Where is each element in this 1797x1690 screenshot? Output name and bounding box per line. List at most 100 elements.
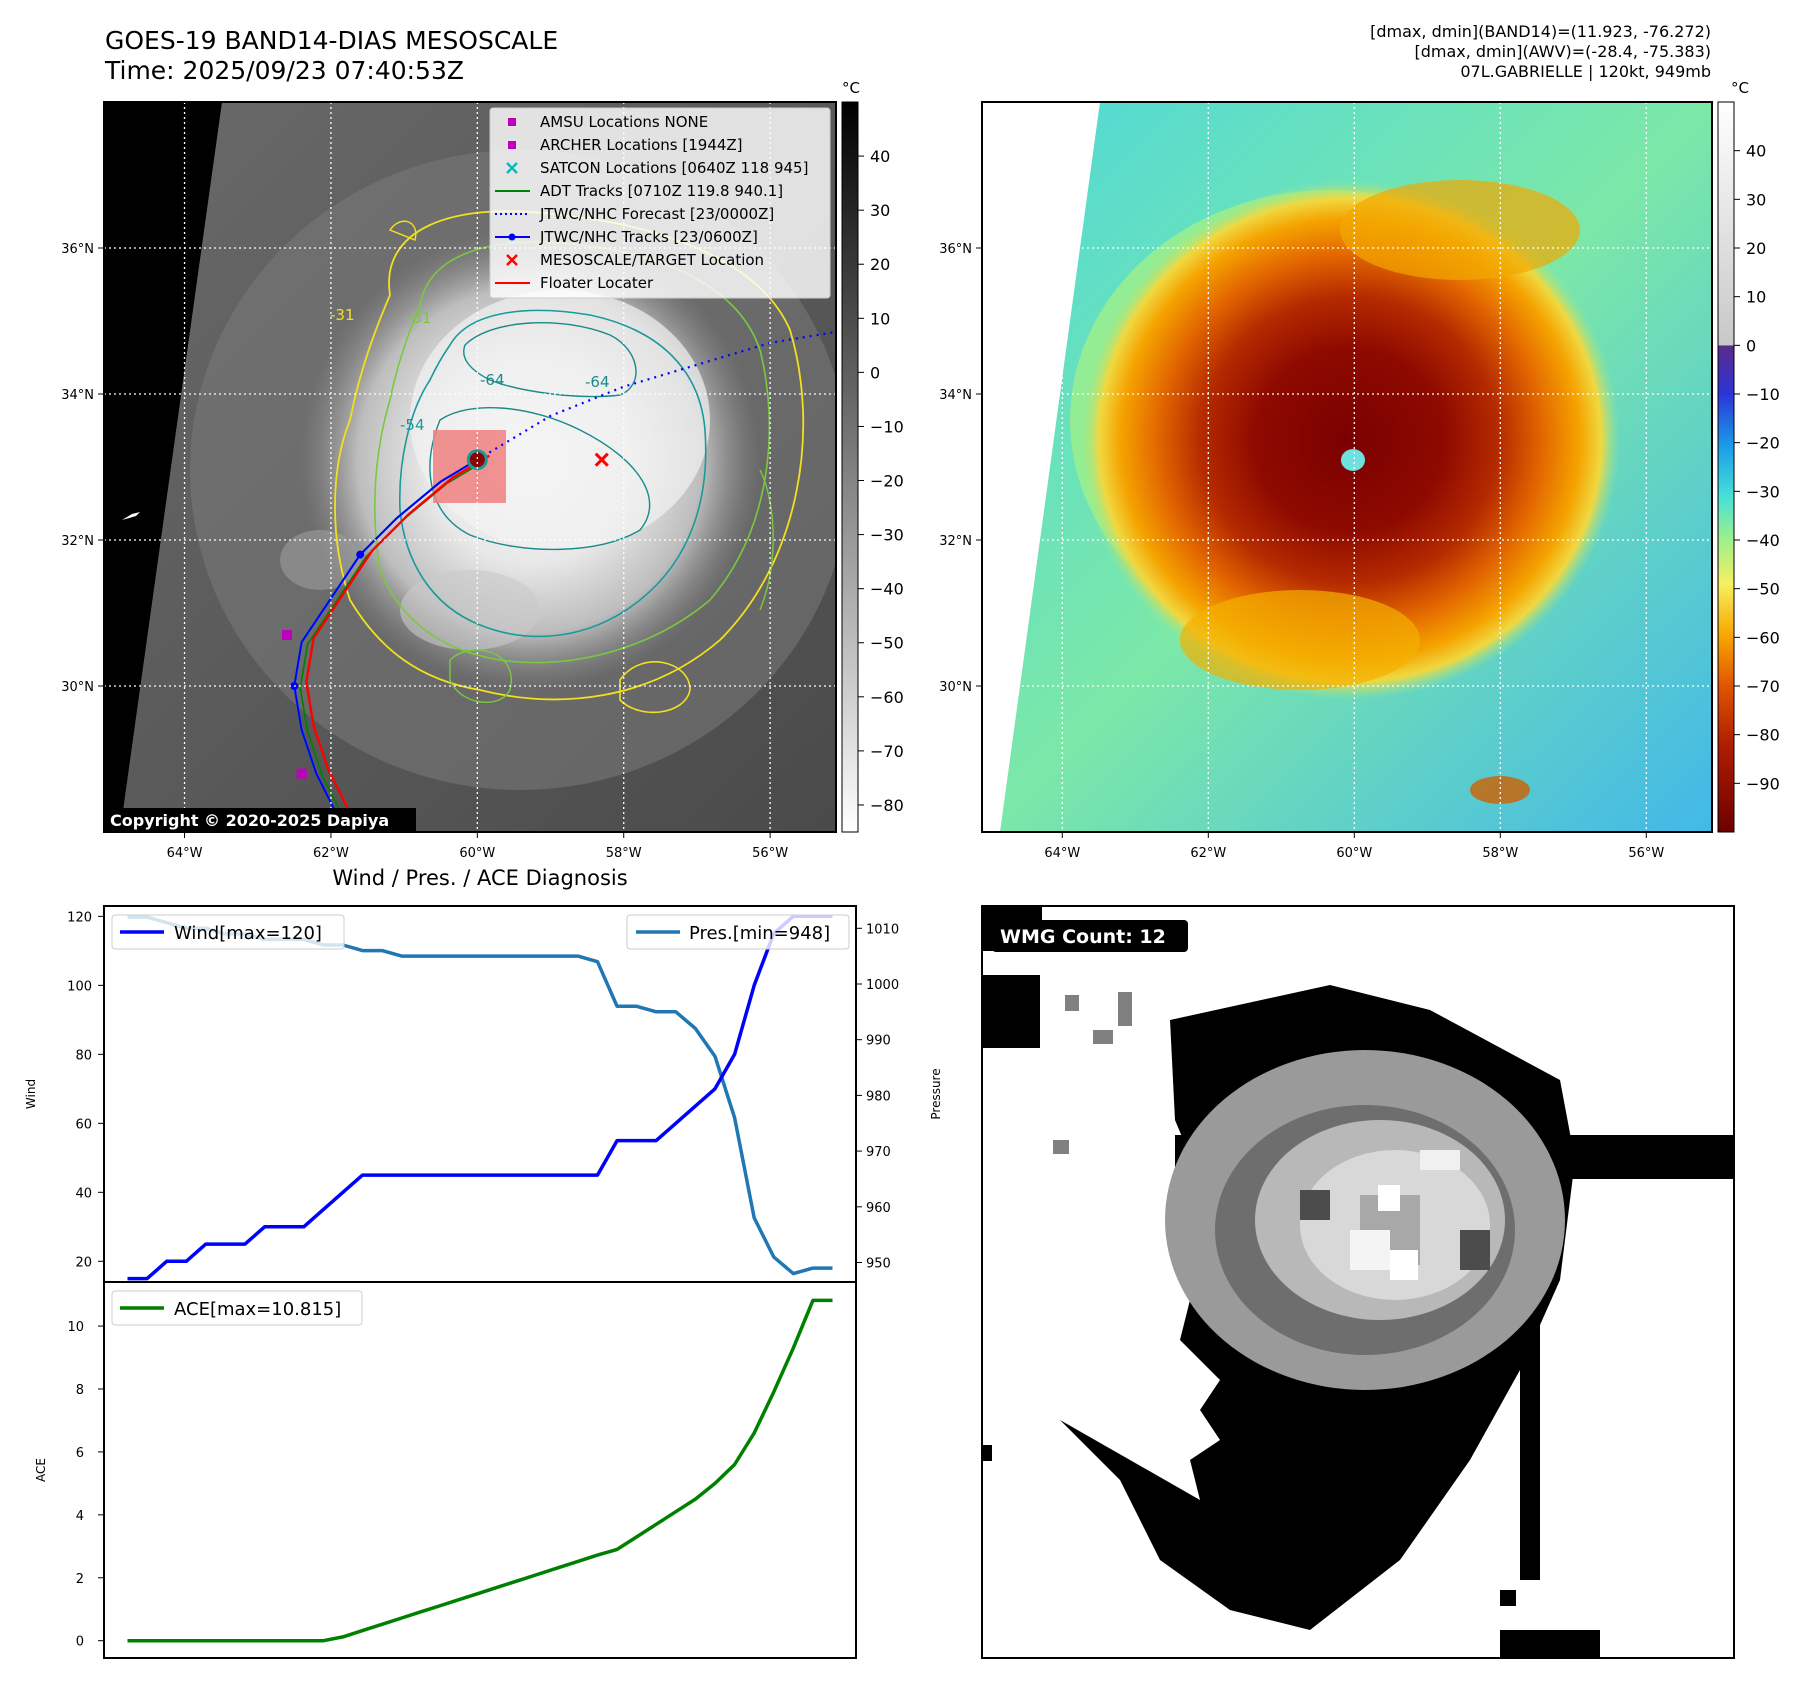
awv-gridlines bbox=[982, 102, 1712, 832]
ir-legend: AMSU Locations NONE ARCHER Locations [194… bbox=[489, 107, 831, 299]
colorbar-tick-label: 40 bbox=[1746, 142, 1766, 161]
legend-label: ADT Tracks [0710Z 119.8 940.1] bbox=[540, 182, 783, 200]
colorbar-tick-label: −30 bbox=[870, 526, 904, 545]
ir-track-overlays bbox=[282, 330, 836, 832]
wind-tick-label: 100 bbox=[67, 979, 92, 994]
ir-lat-tick-label: 36°N bbox=[61, 242, 94, 257]
ace-tick-label: 8 bbox=[76, 1383, 84, 1398]
colorbar-tick-label: −40 bbox=[870, 580, 904, 599]
ace-series-line bbox=[127, 1298, 833, 1643]
pressure-tick-label: 970 bbox=[866, 1145, 891, 1160]
colorbar-tick-label: −80 bbox=[1746, 726, 1780, 745]
contour-label: -64 bbox=[585, 373, 610, 391]
legend-label: AMSU Locations NONE bbox=[540, 113, 708, 131]
ir-contour-labels: -31 -64 -64 -31 -54 bbox=[330, 306, 610, 434]
awv-lon-tick-label: 60°W bbox=[1336, 846, 1372, 861]
contour-label: -31 bbox=[330, 306, 355, 324]
diagnosis-series bbox=[127, 914, 833, 1643]
ir-lon-tick-label: 58°W bbox=[606, 846, 642, 861]
target-location-marker bbox=[594, 452, 609, 467]
awv-lon-tick-label: 64°W bbox=[1044, 846, 1080, 861]
archer-location-marker bbox=[296, 768, 307, 779]
legend-label: JTWC/NHC Tracks [23/0600Z] bbox=[539, 228, 758, 246]
ace-legend-label: ACE[max=10.815] bbox=[174, 1299, 341, 1320]
colorbar-tick-label: 10 bbox=[870, 309, 890, 328]
colorbar-tick-label: −20 bbox=[1746, 434, 1780, 453]
ace-axis-label: ACE bbox=[34, 1458, 48, 1482]
legend-label: Floater Locater bbox=[540, 274, 654, 292]
title-time: Time: 2025/09/23 07:40:53Z bbox=[105, 56, 464, 85]
legend-x-symbol bbox=[506, 162, 518, 174]
wmg-image bbox=[982, 906, 1734, 1658]
colorbar-tick-label: 10 bbox=[1746, 288, 1766, 307]
ace-tick-label: 4 bbox=[76, 1509, 84, 1524]
ir-lon-tick-label: 62°W bbox=[313, 846, 349, 861]
figure-title: GOES-19 BAND14-DIAS MESOSCALE Time: 2025… bbox=[105, 26, 558, 86]
legend-square-symbol bbox=[508, 141, 516, 149]
colorbar-tick-label: 30 bbox=[870, 201, 890, 220]
awv-lon-tick-label: 62°W bbox=[1190, 846, 1226, 861]
colorbar-tick-label: −50 bbox=[870, 634, 904, 653]
legend-entry: ARCHER Locations [1944Z] bbox=[508, 136, 743, 154]
forecast-track-line bbox=[476, 330, 836, 461]
pressure-tick-label: 950 bbox=[866, 1257, 891, 1272]
wmg-count-text: WMG Count: 12 bbox=[1000, 926, 1166, 948]
colorbar-tick-label: −70 bbox=[1746, 677, 1780, 696]
copyright-text: Copyright © 2020-2025 Dapiya bbox=[110, 811, 389, 830]
pressure-axis-label: Pressure bbox=[929, 1068, 943, 1119]
wind-axis-label: Wind bbox=[24, 1079, 38, 1109]
storm-id-intensity: 07L.GABRIELLE | 120kt, 949mb bbox=[1460, 62, 1711, 81]
wind-tick-label: 40 bbox=[75, 1186, 92, 1201]
legend-entry: MESOSCALE/TARGET Location bbox=[506, 251, 764, 269]
wmg-count-badge bbox=[992, 920, 1188, 952]
wind-legend: Wind[max=120] bbox=[111, 914, 345, 950]
legend-label: SATCON Locations [0640Z 118 945] bbox=[540, 159, 808, 177]
wind-series-line bbox=[127, 914, 833, 1281]
legend-entry: Floater Locater bbox=[495, 274, 654, 292]
diagnosis-title: Wind / Pres. / ACE Diagnosis bbox=[332, 866, 627, 890]
ir-lat-tick-label: 30°N bbox=[61, 680, 94, 695]
awv-lat-tick-label: 30°N bbox=[939, 680, 972, 695]
awv-lat-tick-label: 32°N bbox=[939, 534, 972, 549]
colorbar-tick-label: −60 bbox=[870, 688, 904, 707]
ace-tick-label: 10 bbox=[67, 1320, 84, 1335]
colorbar-tick-label: 20 bbox=[870, 255, 890, 274]
archer-location-marker bbox=[282, 629, 292, 640]
awv-lon-tick-label: 58°W bbox=[1482, 846, 1518, 861]
colorbar-tick-label: −80 bbox=[870, 796, 904, 815]
contour-label: -64 bbox=[480, 371, 505, 389]
legend-entry: JTWC/NHC Tracks [23/0600Z] bbox=[495, 228, 758, 246]
colorbar-tick-label: −70 bbox=[870, 742, 904, 761]
wind-legend-label: Wind[max=120] bbox=[174, 923, 322, 944]
pressure-legend-label: Pres.[min=948] bbox=[689, 923, 830, 944]
awv-lat-tick-label: 36°N bbox=[939, 242, 972, 257]
wind-tick-label: 80 bbox=[75, 1048, 92, 1063]
pressure-tick-label: 1000 bbox=[866, 978, 899, 993]
awv-colorbar-unit: °C bbox=[1731, 79, 1749, 97]
legend-label: MESOSCALE/TARGET Location bbox=[540, 251, 764, 269]
target-x-stroke bbox=[594, 452, 609, 467]
colorbar-tick-label: −10 bbox=[1746, 385, 1780, 404]
colorbar-tick-label: 20 bbox=[1746, 239, 1766, 258]
contour-label: -54 bbox=[400, 416, 425, 434]
ir-lat-tick-label: 32°N bbox=[61, 534, 94, 549]
colorbar-tick-label: −90 bbox=[1746, 774, 1780, 793]
awv-image bbox=[982, 102, 1712, 832]
colorbar-tick-label: 0 bbox=[870, 363, 880, 382]
legend-entry: AMSU Locations NONE bbox=[508, 113, 708, 131]
pressure-series-line bbox=[127, 915, 833, 1276]
legend-entry: JTWC/NHC Forecast [23/0000Z] bbox=[495, 205, 774, 223]
ir-lon-tick-label: 64°W bbox=[167, 846, 203, 861]
colorbar-tick-label: −60 bbox=[1746, 628, 1780, 647]
colorbar-tick-label: −10 bbox=[870, 417, 904, 436]
pressure-tick-label: 960 bbox=[866, 1201, 891, 1216]
pressure-tick-label: 980 bbox=[866, 1089, 891, 1104]
wind-pressure-axes bbox=[103, 905, 857, 1283]
title-product: GOES-19 BAND14-DIAS MESOSCALE bbox=[105, 26, 559, 55]
ace-axes bbox=[103, 1281, 857, 1659]
pressure-legend: Pres.[min=948] bbox=[626, 914, 850, 950]
legend-square-symbol bbox=[508, 118, 516, 126]
legend-label: ARCHER Locations [1944Z] bbox=[540, 136, 743, 154]
awv-lat-tick-label: 34°N bbox=[939, 388, 972, 403]
